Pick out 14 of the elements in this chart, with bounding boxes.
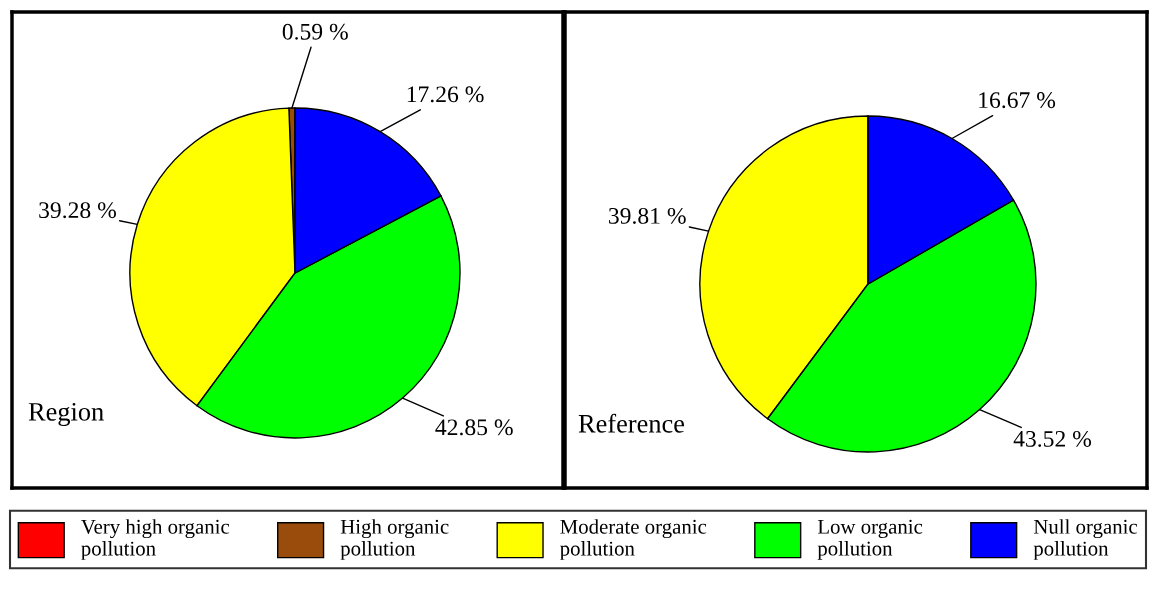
data-label: 0.59 % bbox=[282, 23, 348, 40]
legend-label: Moderate organic pollution bbox=[560, 519, 707, 560]
legend-label: Very high organic pollution bbox=[81, 519, 230, 560]
legend-label: Null organic pollution bbox=[1033, 519, 1138, 560]
text: Reference bbox=[578, 413, 685, 433]
data-label: 42.85 % bbox=[435, 419, 513, 436]
legend-label: High organic pollution bbox=[340, 519, 449, 560]
data-label: 39.81 % bbox=[608, 207, 686, 224]
legend-label: Low organic pollution bbox=[817, 519, 923, 560]
data-label: 17.26 % bbox=[407, 86, 484, 103]
text: Region bbox=[28, 402, 104, 427]
data-label: 16.67 % bbox=[979, 92, 1056, 109]
data-label: 39.28 % bbox=[39, 202, 116, 219]
data-label: 43.52 % bbox=[1013, 430, 1092, 447]
